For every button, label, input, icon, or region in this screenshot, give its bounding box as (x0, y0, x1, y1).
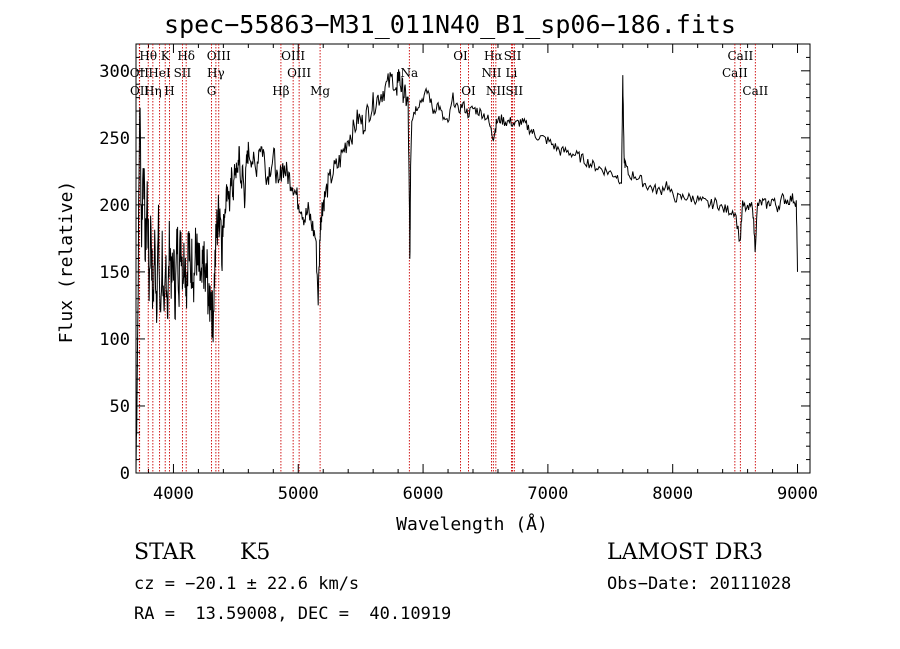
spectral-line-label: Na (401, 66, 419, 80)
spectral-line-label: OIII (287, 66, 311, 80)
y-tick-label: 200 (99, 196, 130, 216)
spectral-line-label: SII (505, 84, 523, 98)
x-tick-label: 4000 (153, 484, 194, 504)
spectral-line-label: Hδ (177, 49, 195, 63)
plot-axes: 4000 5000 6000 7000 8000 9000 0 50 100 150 200 250 3… (99, 43, 818, 504)
x-tick-label: 6000 (403, 484, 444, 504)
spectral-line-label: OII (130, 66, 150, 80)
x-tick-label: 7000 (527, 484, 568, 504)
flux-line (135, 69, 798, 474)
spectral-line-label: Hη (144, 84, 162, 98)
observation-date: Obs−Date: 20111028 (607, 574, 792, 594)
spectral-line-label: Hα (484, 49, 503, 63)
spectral-line-label: CaII (722, 66, 748, 80)
spectral-line-label: NII (481, 66, 501, 80)
object-class: STAR (134, 540, 195, 565)
y-tick-label: 300 (99, 62, 130, 82)
y-tick-label: 50 (110, 397, 130, 417)
spectral-line-label: OIII (281, 49, 305, 63)
spectral-line-label: G (207, 84, 217, 98)
spectral-line-label: K (161, 49, 171, 63)
spectral-line-label: Hβ (272, 84, 289, 98)
x-tick-label: 9000 (777, 484, 818, 504)
flux-series (135, 69, 798, 474)
y-tick-label: 250 (99, 129, 130, 149)
spectral-line-label: OIII (207, 49, 231, 63)
spectral-line-label: Mg (310, 84, 330, 98)
spectral-line-label: NII (486, 84, 506, 98)
spectral-line-label: H (164, 84, 174, 98)
x-tick-label: 8000 (652, 484, 693, 504)
chart-title: spec−55863−M31_011N40_B1_sp06−186.fits (164, 10, 736, 39)
y-tick-label: 100 (99, 330, 130, 350)
object-subclass: K5 (240, 540, 271, 565)
spectral-line-label: SII (504, 49, 522, 63)
spectral-line-label: OI (461, 84, 476, 98)
ra-dec: RA = 13.59008, DEC = 40.10919 (134, 604, 452, 624)
spectral-line-label: Hγ (207, 66, 225, 80)
spectral-line-label: OI (453, 49, 468, 63)
y-tick-label: 150 (99, 263, 130, 283)
redshift-cz: cz = −20.1 ± 22.6 km/s (134, 574, 360, 594)
x-tick-label: 5000 (278, 484, 319, 504)
survey-name: LAMOST DR3 (607, 540, 763, 565)
spectral-line-label: CaII (742, 84, 768, 98)
y-tick-label: 0 (120, 464, 130, 484)
spectral-line-label: OII (130, 84, 150, 98)
spectral-line-label: SII (174, 66, 192, 80)
spectral-line-label: HeI (148, 66, 171, 80)
spectral-line-label: CaII (727, 49, 753, 63)
y-axis-label: Flux (relative) (56, 181, 77, 344)
spectral-line-label: Hθ (139, 49, 157, 63)
spectral-line-label: Li (506, 66, 518, 80)
x-axis-label: Wavelength (Å) (396, 513, 548, 535)
